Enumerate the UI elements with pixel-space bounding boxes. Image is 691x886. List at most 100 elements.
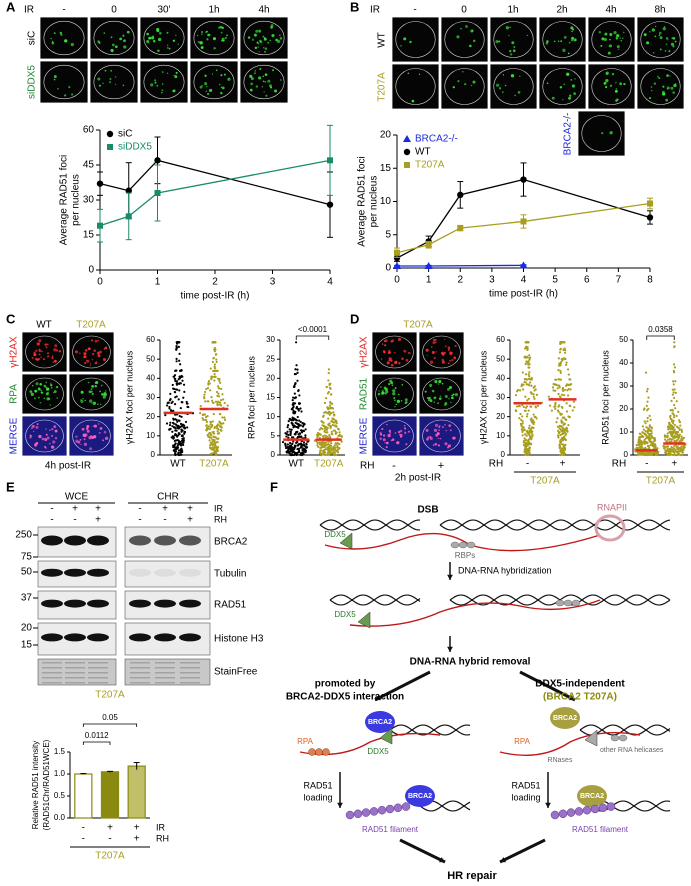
focus — [616, 45, 620, 49]
marker — [125, 213, 132, 220]
focus — [79, 352, 81, 355]
focus — [94, 339, 98, 343]
focus — [47, 343, 49, 346]
y-axis-label: per nucleus — [369, 176, 380, 228]
dot — [216, 394, 219, 398]
panel-label: B — [350, 0, 359, 14]
label: RAD51 — [303, 780, 332, 790]
micrograph — [538, 63, 587, 110]
stain-band — [180, 667, 200, 669]
dot — [285, 432, 288, 435]
dot — [524, 433, 527, 436]
dot — [335, 449, 338, 452]
dot — [520, 428, 523, 431]
focus — [388, 429, 392, 433]
focus — [611, 72, 615, 76]
dot — [324, 444, 327, 447]
dot — [673, 447, 676, 450]
focus — [451, 396, 454, 400]
y-tick-label: 10 — [146, 431, 155, 440]
dot — [289, 433, 292, 437]
focus — [161, 92, 163, 94]
focus — [226, 34, 228, 37]
dot — [666, 447, 669, 450]
dot — [526, 429, 529, 432]
dot — [340, 440, 343, 443]
focus — [88, 347, 91, 351]
dot — [662, 445, 665, 448]
marker — [646, 214, 654, 221]
focus — [91, 339, 94, 342]
focus — [643, 33, 647, 37]
dot — [559, 413, 562, 416]
dot — [637, 442, 640, 445]
focus — [47, 391, 49, 394]
group-label: T207A — [530, 476, 560, 487]
focus — [84, 399, 86, 402]
y-tick-label: 0 — [501, 450, 506, 459]
focus — [105, 390, 107, 392]
dot — [668, 447, 671, 450]
dot — [212, 369, 215, 373]
focus — [388, 349, 391, 352]
focus — [505, 26, 510, 30]
dot — [216, 400, 219, 403]
label: RH — [360, 461, 374, 472]
focus — [447, 346, 451, 350]
focus — [559, 86, 563, 89]
nucleus-outline — [591, 68, 632, 105]
x-tick-label: 1 — [155, 277, 161, 288]
dot — [674, 380, 677, 383]
dot — [532, 413, 535, 416]
dot — [295, 341, 298, 344]
dot — [319, 426, 323, 430]
focus — [45, 386, 47, 389]
dot — [564, 357, 567, 360]
focus — [514, 94, 516, 97]
dot — [213, 425, 216, 429]
label: DNA-RNA hybrid removal — [410, 657, 531, 668]
focus — [254, 70, 257, 72]
dot — [332, 429, 335, 432]
focus — [53, 390, 57, 394]
focus — [447, 348, 450, 352]
dot — [175, 344, 178, 348]
dot — [211, 360, 214, 364]
dot — [527, 442, 530, 445]
focus — [465, 25, 468, 28]
dot — [673, 423, 676, 427]
dot — [332, 445, 335, 449]
stain-band — [180, 672, 200, 674]
dot — [206, 386, 210, 390]
nucleus-outline — [25, 419, 64, 453]
label: RPA — [514, 737, 531, 746]
dot — [519, 422, 522, 425]
focus — [614, 89, 618, 93]
dot — [175, 360, 178, 363]
focus — [255, 29, 259, 33]
panel-label: E — [6, 479, 15, 494]
focus — [385, 446, 388, 449]
focus — [450, 401, 452, 404]
dot — [199, 412, 202, 415]
dot — [207, 382, 210, 385]
focus — [429, 437, 433, 440]
dot — [336, 441, 339, 445]
dot — [288, 428, 291, 431]
focus — [403, 424, 406, 427]
p-value: 0.0112 — [85, 731, 109, 740]
focus — [221, 37, 224, 40]
focus — [34, 357, 38, 361]
y-tick-label: 0.0 — [54, 813, 66, 822]
dot — [212, 452, 215, 455]
label: - — [138, 504, 141, 515]
label: BRCA2 — [368, 719, 392, 726]
band — [41, 568, 63, 577]
y-tick-label: 0 — [624, 450, 629, 459]
label: - — [392, 460, 396, 472]
dot — [216, 437, 219, 440]
nucleus-outline — [375, 419, 414, 453]
dot — [526, 412, 529, 416]
focus — [382, 349, 386, 353]
dot — [559, 440, 563, 443]
